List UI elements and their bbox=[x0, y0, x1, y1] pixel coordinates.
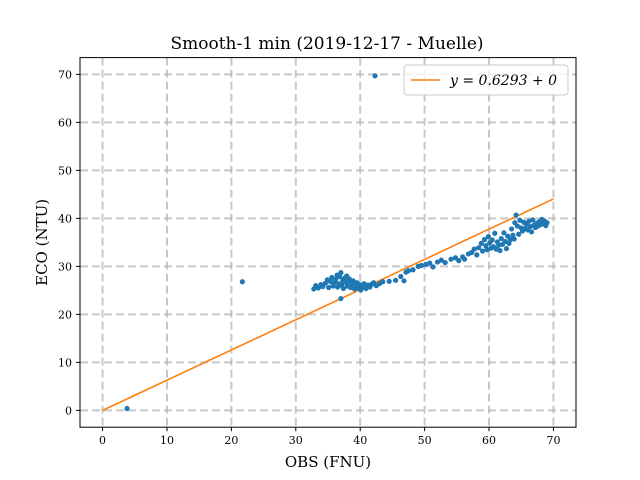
scatter-point bbox=[380, 279, 386, 285]
scatter-point bbox=[350, 278, 356, 284]
scatter-point bbox=[386, 278, 392, 284]
x-tick-label: 20 bbox=[224, 434, 238, 447]
x-tick-label: 50 bbox=[418, 434, 432, 447]
y-axis-label: ECO (NTU) bbox=[33, 199, 51, 286]
scatter-point bbox=[456, 258, 462, 264]
x-axis-ticks: 0 10 20 30 40 50 60 70 bbox=[99, 427, 560, 447]
y-tick-label: 40 bbox=[58, 212, 72, 225]
legend: y = 0.6293 + 0 bbox=[403, 64, 569, 96]
scatter-point bbox=[333, 276, 339, 282]
plot-frame bbox=[79, 57, 577, 428]
scatter-point bbox=[544, 220, 550, 226]
scatter-point bbox=[471, 246, 477, 252]
y-tick-label: 20 bbox=[58, 308, 72, 321]
scatter-point bbox=[514, 223, 520, 229]
x-tick-label: 30 bbox=[289, 434, 303, 447]
legend-label-fit: y = 0.6293 + 0 bbox=[449, 73, 557, 89]
scatter-point bbox=[513, 212, 519, 218]
scatter-point bbox=[438, 257, 444, 263]
scatter-point bbox=[485, 234, 491, 240]
scatter-point bbox=[508, 226, 515, 232]
scatter-point bbox=[410, 267, 416, 273]
scatter-point bbox=[401, 278, 407, 284]
x-tick-label: 0 bbox=[99, 434, 106, 447]
scatter-point bbox=[393, 277, 399, 283]
scatter-point bbox=[442, 259, 448, 266]
scatter-point bbox=[461, 256, 468, 262]
y-tick-label: 30 bbox=[58, 260, 72, 273]
scatter-point bbox=[492, 230, 498, 236]
x-tick-label: 60 bbox=[482, 434, 496, 447]
y-axis-ticks: 0 10 20 30 40 50 60 70 bbox=[58, 68, 80, 417]
scatter-point bbox=[239, 279, 245, 285]
scatter-point bbox=[516, 231, 522, 237]
scatter-point bbox=[481, 236, 488, 243]
fit-line-group bbox=[102, 198, 554, 412]
scatter-point bbox=[517, 217, 523, 223]
scatter-point bbox=[501, 230, 507, 236]
scatter-point bbox=[474, 252, 480, 258]
x-tick-label: 10 bbox=[160, 434, 174, 447]
scatter-point bbox=[340, 285, 347, 292]
scatter-point bbox=[346, 276, 352, 282]
x-axis-label: OBS (FNU) bbox=[285, 453, 371, 471]
scatter-point bbox=[476, 245, 482, 251]
scatter-point bbox=[338, 295, 344, 302]
y-tick-label: 0 bbox=[65, 404, 72, 417]
scatter-points bbox=[124, 73, 550, 412]
scatter-point bbox=[338, 270, 344, 276]
scatter-point bbox=[489, 237, 495, 243]
scatter-point bbox=[530, 217, 536, 223]
scatter-point bbox=[498, 235, 504, 242]
scatter-point bbox=[448, 256, 454, 262]
scatter-point bbox=[434, 259, 441, 265]
scatter-point bbox=[398, 273, 404, 280]
scatter-point bbox=[372, 73, 378, 79]
scatter-point bbox=[507, 236, 513, 243]
scatter-point bbox=[124, 405, 130, 412]
scatter-point bbox=[418, 262, 425, 269]
scatter-point bbox=[502, 238, 508, 245]
y-tick-label: 10 bbox=[58, 356, 72, 369]
y-tick-label: 50 bbox=[58, 164, 72, 177]
scatter-point bbox=[503, 246, 510, 252]
scatter-point bbox=[326, 284, 332, 291]
chart-title: Smooth-1 min (2019-12-17 - Muelle) bbox=[170, 34, 483, 54]
scatter-point bbox=[430, 264, 436, 270]
y-tick-label: 70 bbox=[58, 68, 72, 81]
scatter-point bbox=[511, 236, 517, 242]
scatter-point bbox=[479, 248, 486, 254]
scatter-point bbox=[405, 268, 412, 274]
scatter-point bbox=[478, 240, 484, 246]
x-tick-label: 70 bbox=[546, 434, 560, 447]
legend-box bbox=[403, 64, 569, 96]
scatter-point bbox=[427, 260, 433, 266]
fit-line bbox=[102, 198, 554, 412]
scatter-point bbox=[528, 229, 535, 235]
x-tick-label: 40 bbox=[353, 434, 367, 447]
scatter-point bbox=[497, 247, 503, 254]
scatter-point bbox=[329, 274, 335, 281]
y-tick-label: 60 bbox=[58, 116, 72, 129]
